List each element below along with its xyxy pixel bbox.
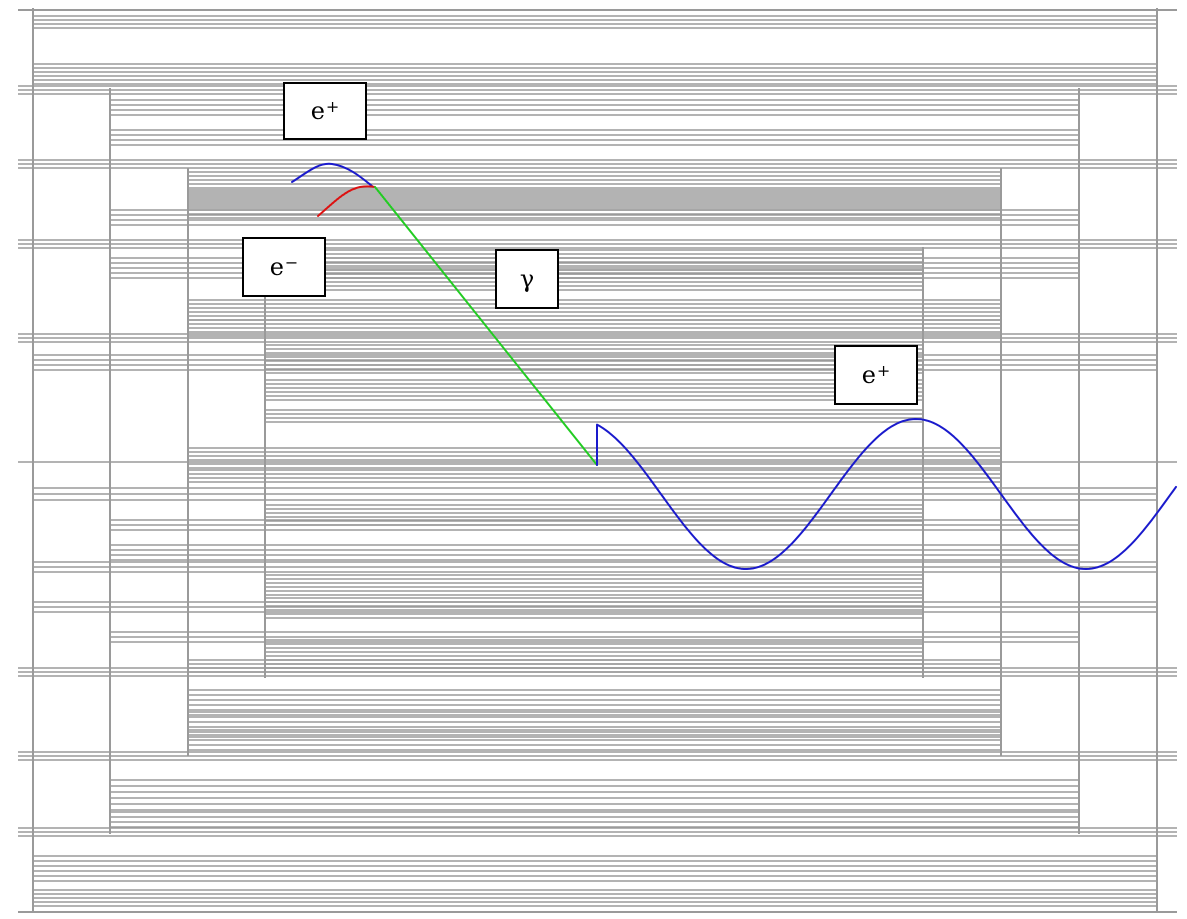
electron-label-base: e	[269, 253, 284, 281]
positron-label-top-base: e	[310, 97, 325, 125]
photon-track	[374, 186, 598, 466]
electron-label: e −	[242, 237, 326, 297]
positron-label-top: e +	[283, 82, 367, 140]
positron-label-right: e +	[834, 345, 918, 405]
positron-track-top	[291, 162, 373, 187]
electron-track	[317, 185, 376, 217]
positron-track-helix	[596, 418, 1177, 570]
photon-label: γ	[495, 249, 559, 309]
photon-label-symbol: γ	[519, 265, 535, 293]
positron-label-right-base: e	[861, 361, 876, 389]
particle-tracks	[291, 162, 1177, 570]
